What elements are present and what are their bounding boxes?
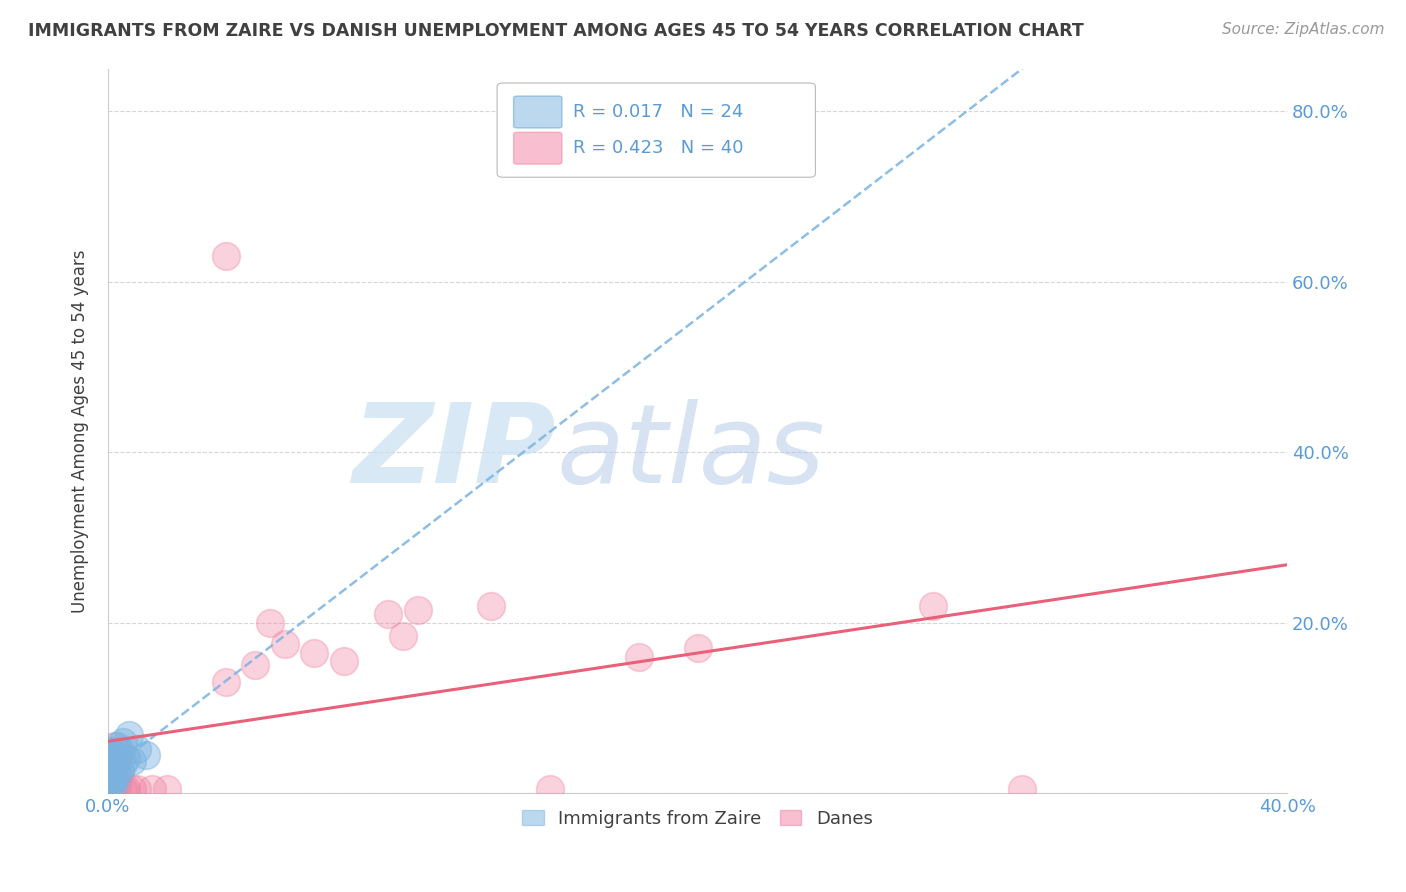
Point [127, 782, 149, 797]
Point [274, 637, 297, 651]
Text: R = 0.423   N = 40: R = 0.423 N = 40 [572, 139, 742, 157]
Point [103, 769, 125, 783]
Point [97, 744, 120, 758]
Point [215, 249, 238, 263]
Point [135, 747, 157, 762]
Point [100, 761, 122, 775]
Point [97, 771, 120, 785]
Point [111, 782, 134, 797]
Point [105, 752, 128, 766]
Point [406, 603, 429, 617]
Point [333, 654, 356, 668]
Point [111, 756, 134, 771]
Point [627, 649, 650, 664]
Text: atlas: atlas [555, 400, 825, 506]
Point [121, 754, 143, 768]
Point [105, 767, 128, 781]
Point [108, 746, 131, 760]
Point [108, 763, 131, 777]
Point [103, 756, 125, 771]
FancyBboxPatch shape [513, 132, 562, 164]
Text: ZIP: ZIP [353, 400, 555, 506]
Point [100, 744, 122, 758]
Point [538, 782, 561, 797]
Y-axis label: Unemployment Among Ages 45 to 54 years: Unemployment Among Ages 45 to 54 years [72, 249, 89, 613]
Point [114, 782, 136, 797]
Point [114, 750, 136, 764]
Point [108, 765, 131, 780]
Point [97, 778, 120, 792]
Point [141, 782, 163, 797]
Point [121, 782, 143, 797]
Point [479, 599, 502, 613]
Point [100, 747, 122, 762]
Point [97, 776, 120, 790]
Point [105, 739, 128, 754]
Point [105, 767, 128, 781]
Point [245, 658, 267, 673]
Point [922, 599, 945, 613]
Point [304, 646, 326, 660]
FancyBboxPatch shape [498, 83, 815, 178]
Text: R = 0.017   N = 24: R = 0.017 N = 24 [572, 103, 742, 121]
Point [259, 615, 281, 630]
Point [103, 776, 125, 790]
Point [686, 641, 709, 656]
Legend: Immigrants from Zaire, Danes: Immigrants from Zaire, Danes [515, 803, 880, 835]
Point [100, 782, 122, 797]
Point [97, 782, 120, 797]
Point [117, 728, 139, 742]
Text: Source: ZipAtlas.com: Source: ZipAtlas.com [1222, 22, 1385, 37]
Point [156, 782, 179, 797]
Point [108, 746, 131, 760]
Point [97, 769, 120, 783]
Point [391, 629, 413, 643]
Point [111, 735, 134, 749]
Point [100, 773, 122, 788]
Point [103, 759, 125, 773]
Point [103, 771, 125, 785]
Point [100, 773, 122, 788]
Point [105, 778, 128, 792]
Point [97, 752, 120, 766]
Point [127, 742, 149, 756]
Point [97, 765, 120, 780]
Point [97, 761, 120, 775]
Point [103, 780, 125, 794]
Point [1011, 782, 1033, 797]
Point [103, 747, 125, 762]
Point [105, 754, 128, 768]
Point [100, 780, 122, 794]
Point [215, 675, 238, 690]
FancyBboxPatch shape [513, 96, 562, 128]
Point [103, 739, 125, 754]
Point [377, 607, 399, 622]
Text: IMMIGRANTS FROM ZAIRE VS DANISH UNEMPLOYMENT AMONG AGES 45 TO 54 YEARS CORRELATI: IMMIGRANTS FROM ZAIRE VS DANISH UNEMPLOY… [28, 22, 1084, 40]
Point [100, 763, 122, 777]
